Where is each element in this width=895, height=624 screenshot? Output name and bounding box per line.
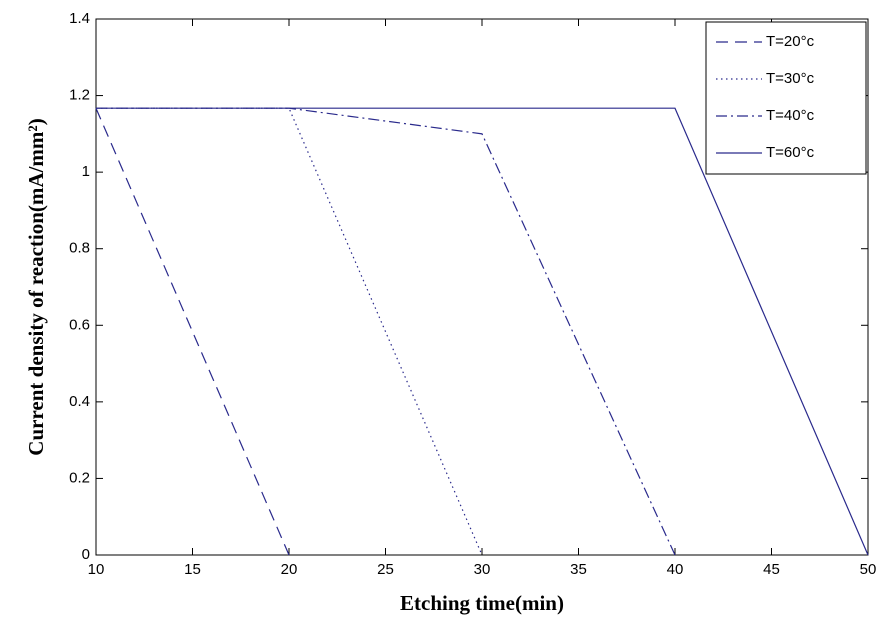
y-tick-label: 1.4	[69, 10, 90, 27]
legend-label: T=20°c	[766, 33, 815, 50]
y-tick-label: 1	[82, 163, 90, 180]
line	[96, 107, 483, 556]
x-tick-label: 50	[860, 561, 877, 578]
y-tick-label: 0.8	[69, 240, 90, 257]
line	[96, 107, 676, 556]
legend-label: T=30°c	[766, 70, 815, 87]
legend-box	[705, 21, 867, 175]
y-tick-label: 1.2	[69, 87, 90, 104]
x-tick-label: 20	[281, 561, 298, 578]
x-tick-label: 35	[570, 561, 587, 578]
x-tick-label: 40	[667, 561, 684, 578]
x-tick-label: 45	[763, 561, 780, 578]
legend-label: T=60°c	[766, 144, 815, 161]
y-tick-label: 0.6	[69, 316, 90, 333]
x-tick-label: 30	[474, 561, 491, 578]
legend-label: T=40°c	[766, 107, 815, 124]
x-tick-label: 10	[88, 561, 105, 578]
y-tick-label: 0.2	[69, 469, 90, 486]
x-axis-title: Etching time(min)	[400, 591, 564, 615]
y-tick-label: 0.4	[69, 393, 90, 410]
x-tick-label: 25	[377, 561, 394, 578]
line	[95, 107, 290, 556]
y-axis-title: Current density of reaction(mA/mm²)	[24, 118, 48, 455]
x-tick-label: 15	[184, 561, 201, 578]
line	[96, 107, 869, 556]
y-tick-label: 0	[82, 546, 90, 563]
